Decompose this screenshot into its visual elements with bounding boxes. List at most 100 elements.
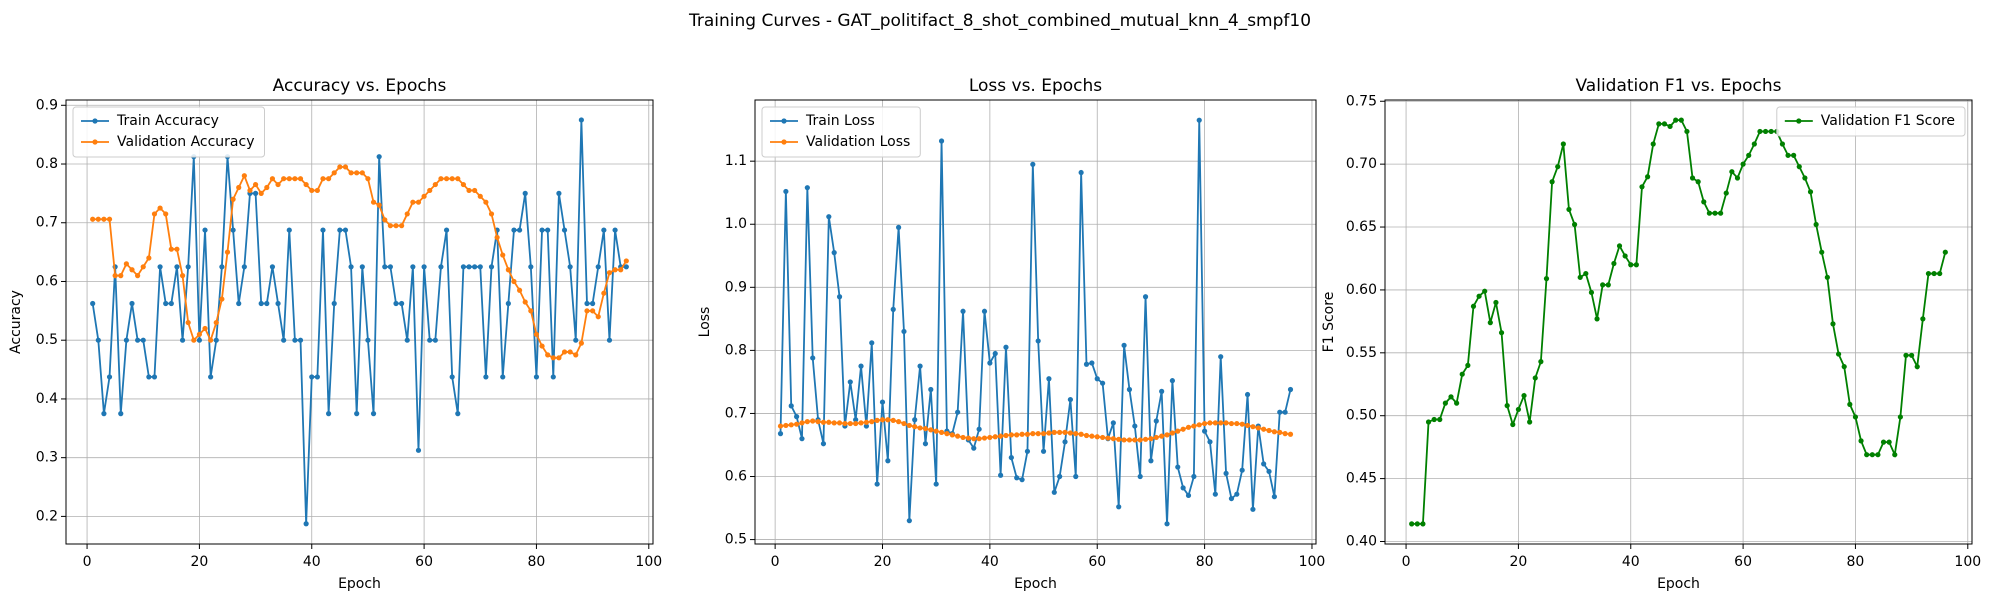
point [258,300,264,307]
point [1019,477,1025,483]
point [460,264,467,270]
point [1487,320,1493,326]
legend-label: Validation Accuracy [117,134,255,150]
point [174,246,180,252]
point [157,264,163,270]
point [1925,270,1932,277]
point [410,199,416,205]
x-axis-label: Epoch [338,576,381,592]
legend-item: Train Accuracy [81,113,219,129]
point [1543,276,1550,282]
point [1008,454,1014,461]
point [1121,342,1127,348]
x-tick-label: 80 [528,554,546,570]
point [1729,169,1735,175]
point [511,278,517,285]
point [1266,468,1272,475]
point [359,264,365,270]
point [1588,289,1595,296]
point [847,420,853,427]
point [917,363,923,369]
point [1785,152,1791,158]
point [404,211,410,217]
point [1153,434,1159,441]
point [874,417,880,423]
legend-marker [781,139,787,145]
point [404,337,410,343]
point [309,374,315,380]
point [885,417,891,423]
point [236,300,242,307]
point [1287,386,1294,393]
point [550,374,556,380]
point [561,349,568,355]
point [135,273,141,279]
point [421,193,427,199]
y-tick-label: 0.65 [1346,219,1377,235]
point [135,337,141,343]
point [1244,422,1251,429]
point [1538,359,1544,365]
point [799,436,805,442]
point [1207,420,1213,426]
point [1482,288,1488,294]
x-tick-label: 40 [303,554,321,570]
point [320,176,326,182]
point [516,287,523,293]
point [1734,175,1741,181]
point [163,211,169,217]
point [1126,386,1133,393]
point [1515,406,1522,413]
point [1282,431,1288,437]
point [275,181,281,188]
point [1864,452,1870,458]
point [1110,420,1116,426]
plot-area [777,117,1294,527]
point [264,184,270,191]
point [949,432,955,438]
point [922,441,929,447]
point [179,273,186,279]
point [1571,221,1578,228]
y-tick-label: 0.4 [36,391,58,407]
point [1062,439,1068,445]
point [196,337,203,343]
point [938,138,945,144]
point [331,170,337,176]
point [1223,420,1229,426]
point [1266,427,1272,434]
point [901,328,907,335]
point [376,154,382,160]
point [623,258,629,264]
point [1196,117,1202,123]
point [890,306,896,312]
point [286,227,292,233]
point [1566,206,1572,213]
point [151,374,158,380]
point [1148,436,1154,442]
point [971,436,977,442]
plot-area [90,117,629,527]
x-tick-label: 0 [83,554,92,570]
x-tick-label: 0 [1402,554,1411,570]
point [213,319,219,326]
point [1695,179,1701,185]
point [309,187,315,194]
point [578,340,584,346]
point [1277,429,1283,435]
point [1083,361,1090,367]
point [1057,429,1063,435]
legend-marker [92,139,98,145]
point [1196,422,1202,428]
point [1180,485,1186,491]
point [1159,433,1165,439]
point [1207,439,1213,445]
point [1271,494,1277,500]
point [1498,330,1505,336]
point [252,190,259,196]
point [612,267,618,273]
point [438,176,444,182]
point [1448,394,1454,400]
point [885,458,891,464]
point [1073,431,1079,437]
